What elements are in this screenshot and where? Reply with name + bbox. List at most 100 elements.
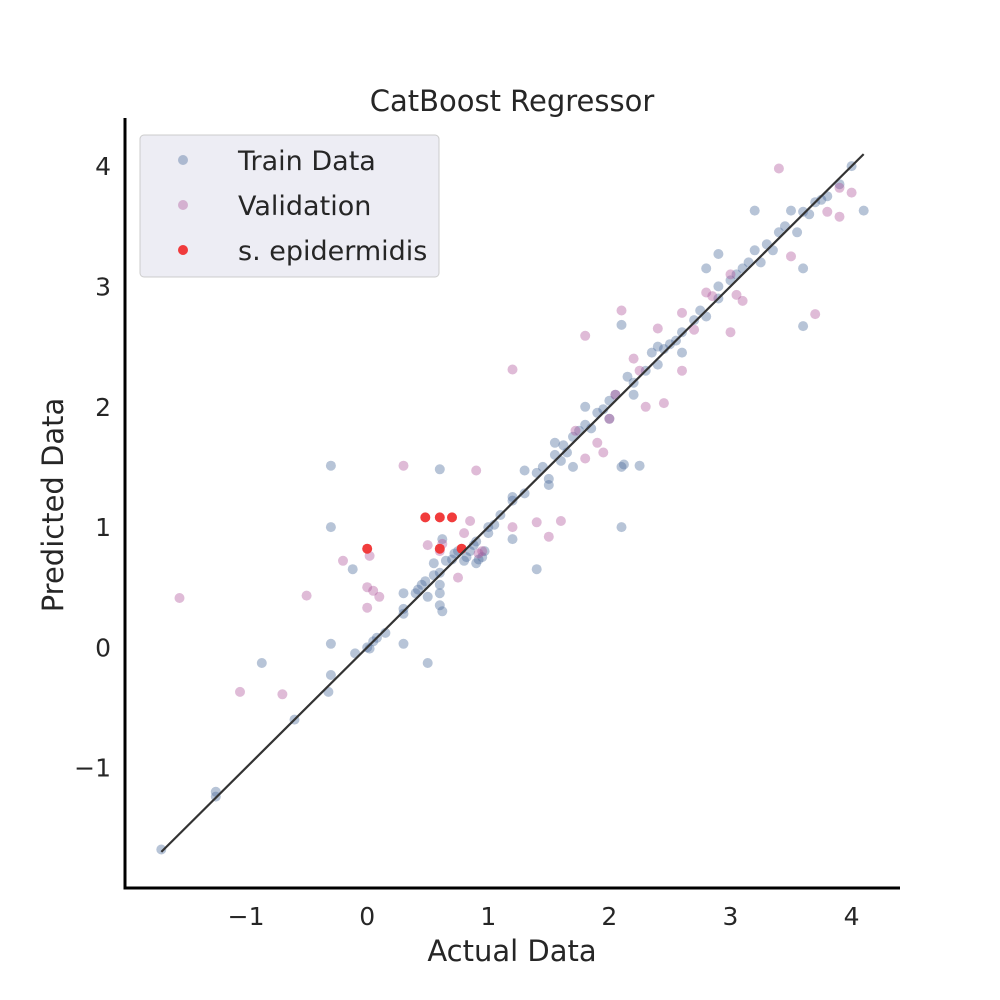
data-point bbox=[434, 464, 445, 475]
legend: Train Data Validation s. epidermidis bbox=[139, 134, 440, 278]
data-point bbox=[580, 401, 591, 412]
data-point bbox=[459, 528, 470, 539]
data-point bbox=[834, 182, 845, 193]
x-tick-label: 4 bbox=[844, 902, 860, 931]
data-point bbox=[618, 459, 629, 470]
data-point bbox=[174, 593, 185, 603]
data-point bbox=[422, 658, 433, 668]
data-point bbox=[301, 590, 312, 601]
data-point bbox=[604, 413, 615, 424]
data-point bbox=[256, 658, 267, 668]
data-point bbox=[664, 339, 675, 350]
data-point bbox=[338, 555, 348, 566]
data-point bbox=[325, 638, 336, 649]
data-point bbox=[447, 512, 457, 523]
data-point bbox=[368, 585, 379, 596]
data-point bbox=[616, 522, 627, 533]
data-point bbox=[786, 205, 796, 216]
data-point bbox=[677, 327, 687, 338]
data-point bbox=[437, 606, 448, 617]
data-point bbox=[628, 353, 639, 364]
data-point bbox=[398, 638, 409, 649]
data-point bbox=[156, 844, 167, 855]
data-point bbox=[434, 543, 445, 554]
data-point bbox=[798, 206, 809, 217]
data-point bbox=[652, 341, 663, 352]
series-1 bbox=[174, 163, 857, 700]
data-point bbox=[507, 364, 518, 375]
data-point bbox=[792, 227, 803, 238]
x-tick-label: 2 bbox=[601, 902, 617, 931]
data-point bbox=[689, 324, 700, 335]
data-point bbox=[543, 531, 554, 542]
data-point bbox=[652, 323, 663, 334]
data-point bbox=[422, 591, 433, 602]
data-point bbox=[459, 555, 470, 566]
data-point bbox=[543, 480, 554, 490]
data-point bbox=[434, 600, 445, 611]
data-point bbox=[725, 269, 736, 280]
data-point bbox=[420, 512, 431, 523]
data-point bbox=[834, 211, 845, 222]
x-tick-label: 1 bbox=[480, 902, 496, 931]
x-tick-label: 0 bbox=[359, 902, 375, 931]
data-point bbox=[398, 460, 409, 471]
chart-title: CatBoost Regressor bbox=[370, 84, 655, 118]
data-point bbox=[737, 295, 748, 306]
data-point bbox=[555, 516, 566, 526]
data-point bbox=[277, 689, 288, 700]
data-point bbox=[786, 251, 796, 262]
data-point bbox=[628, 389, 639, 400]
data-point bbox=[568, 461, 578, 472]
legend-marker bbox=[178, 245, 188, 255]
data-point bbox=[422, 540, 433, 551]
data-point bbox=[810, 309, 821, 320]
data-point bbox=[731, 289, 742, 300]
data-point bbox=[235, 686, 245, 697]
y-tick-label: 1 bbox=[95, 513, 111, 542]
data-point bbox=[634, 460, 645, 471]
y-axis-label: Predicted Data bbox=[36, 398, 70, 613]
data-point bbox=[549, 437, 560, 448]
data-point bbox=[325, 522, 336, 533]
x-tick-label: 3 bbox=[723, 902, 739, 931]
data-point bbox=[689, 315, 700, 326]
data-point bbox=[398, 588, 409, 599]
x-tick-label: −1 bbox=[228, 902, 265, 931]
data-point bbox=[434, 579, 445, 590]
data-point bbox=[434, 512, 445, 523]
data-point bbox=[622, 371, 633, 382]
data-point bbox=[580, 330, 591, 341]
data-point bbox=[440, 555, 451, 566]
data-point bbox=[604, 413, 615, 424]
data-point bbox=[453, 572, 463, 583]
data-point bbox=[822, 206, 833, 217]
legend-label: s. epidermidis bbox=[238, 236, 427, 267]
data-points bbox=[156, 161, 869, 855]
data-point bbox=[677, 365, 687, 376]
data-point bbox=[580, 453, 591, 464]
legend-box bbox=[139, 134, 440, 278]
data-point bbox=[519, 465, 530, 476]
data-point bbox=[592, 437, 603, 448]
data-point bbox=[713, 281, 724, 292]
data-point bbox=[434, 588, 445, 599]
data-point bbox=[479, 546, 490, 557]
data-point bbox=[420, 576, 431, 587]
data-point bbox=[325, 670, 336, 680]
data-point bbox=[362, 582, 373, 593]
data-point bbox=[473, 554, 484, 565]
data-point bbox=[558, 440, 569, 451]
data-point bbox=[473, 548, 484, 559]
data-point bbox=[531, 564, 542, 575]
data-point bbox=[449, 548, 460, 559]
data-point bbox=[362, 543, 373, 554]
axes bbox=[123, 118, 900, 890]
legend-label: Train Data bbox=[237, 146, 376, 177]
data-point bbox=[677, 347, 687, 358]
data-point bbox=[374, 591, 385, 602]
data-point bbox=[325, 460, 336, 471]
data-point bbox=[461, 552, 472, 563]
data-point bbox=[640, 401, 651, 412]
